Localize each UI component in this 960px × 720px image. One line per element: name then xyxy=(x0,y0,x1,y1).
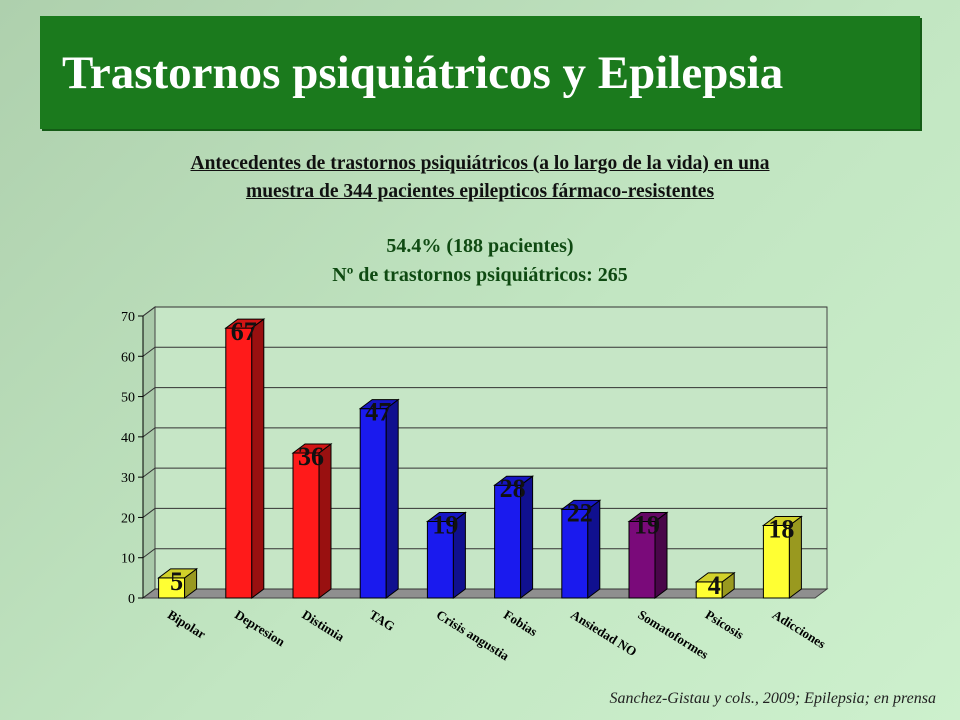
y-tick-label: 0 xyxy=(128,592,135,607)
bar xyxy=(359,408,387,599)
bar xyxy=(292,452,320,599)
citation: Sanchez-Gistau y cols., 2009; Epilepsia;… xyxy=(609,690,936,707)
gridline xyxy=(142,427,827,438)
subtitle: Antecedentes de trastornos psiquiátricos… xyxy=(40,150,920,206)
category-label: Crisis angustia xyxy=(434,607,513,664)
category-label: TAG xyxy=(367,607,398,634)
data-label: 67 xyxy=(231,317,257,346)
bar-top xyxy=(627,511,669,522)
data-label: 28 xyxy=(500,474,526,503)
data-label: 19 xyxy=(634,510,660,539)
y-tick-label: 10 xyxy=(121,552,135,567)
category-label: Distimia xyxy=(299,607,347,645)
bar xyxy=(561,508,589,599)
title-banner: Trastornos psiquiátricos y Epilepsia xyxy=(40,16,920,129)
gridline xyxy=(142,588,827,599)
bar xyxy=(225,327,253,599)
bar xyxy=(628,520,656,599)
y-tick-label: 70 xyxy=(121,310,135,325)
bar-side xyxy=(251,318,265,600)
summary-stats: 54.4% (188 pacientes) Nº de trastornos p… xyxy=(180,232,780,290)
bar-top xyxy=(291,443,333,454)
gridline xyxy=(142,548,827,559)
category-label: Adicciones xyxy=(770,607,829,651)
data-label: 22 xyxy=(567,498,593,527)
bar xyxy=(426,520,454,599)
data-label: 36 xyxy=(298,442,324,471)
data-label: 47 xyxy=(365,398,391,427)
bar-top xyxy=(224,318,266,329)
y-tick-label: 30 xyxy=(121,471,135,486)
category-label: Somatoformes xyxy=(635,607,711,662)
category-label: Depresion xyxy=(232,607,288,650)
bar-top xyxy=(560,499,602,510)
subtitle-line-2: muestra de 344 pacientes epilepticos fár… xyxy=(245,181,715,202)
subtitle-line-1: Antecedentes de trastornos psiquiátricos… xyxy=(190,153,770,174)
chart-side-wall xyxy=(142,306,156,599)
data-label: 18 xyxy=(768,514,794,543)
stat-count: Nº de trastornos psiquiátricos: 265 xyxy=(332,264,628,286)
bar xyxy=(762,524,790,599)
data-label: 4 xyxy=(708,571,721,600)
gridline xyxy=(142,467,827,478)
data-label: 5 xyxy=(170,567,183,596)
y-tick-label: 60 xyxy=(121,350,135,365)
bar-top xyxy=(425,511,467,522)
bar-top xyxy=(157,568,199,579)
bar-top xyxy=(694,572,736,583)
category-label: Ansiedad NO xyxy=(568,607,639,659)
gridline xyxy=(142,306,827,317)
y-tick-label: 40 xyxy=(121,431,135,446)
bar-top xyxy=(358,399,400,410)
data-label: 19 xyxy=(432,510,458,539)
bar-top xyxy=(761,515,803,526)
bar-side xyxy=(385,398,399,599)
gridline xyxy=(142,346,827,357)
category-label: Fobias xyxy=(501,607,540,639)
bar-top xyxy=(493,475,535,486)
y-tick-label: 50 xyxy=(121,391,135,406)
page-title: Trastornos psiquiátricos y Epilepsia xyxy=(62,47,784,99)
gridline xyxy=(142,507,827,518)
chart-back-wall xyxy=(154,306,828,590)
gridline xyxy=(142,387,827,397)
category-label: Bipolar xyxy=(165,607,209,642)
y-tick-label: 20 xyxy=(121,511,135,526)
category-label: Psicosis xyxy=(703,607,747,642)
stat-percentage: 54.4% (188 pacientes) xyxy=(386,235,574,257)
